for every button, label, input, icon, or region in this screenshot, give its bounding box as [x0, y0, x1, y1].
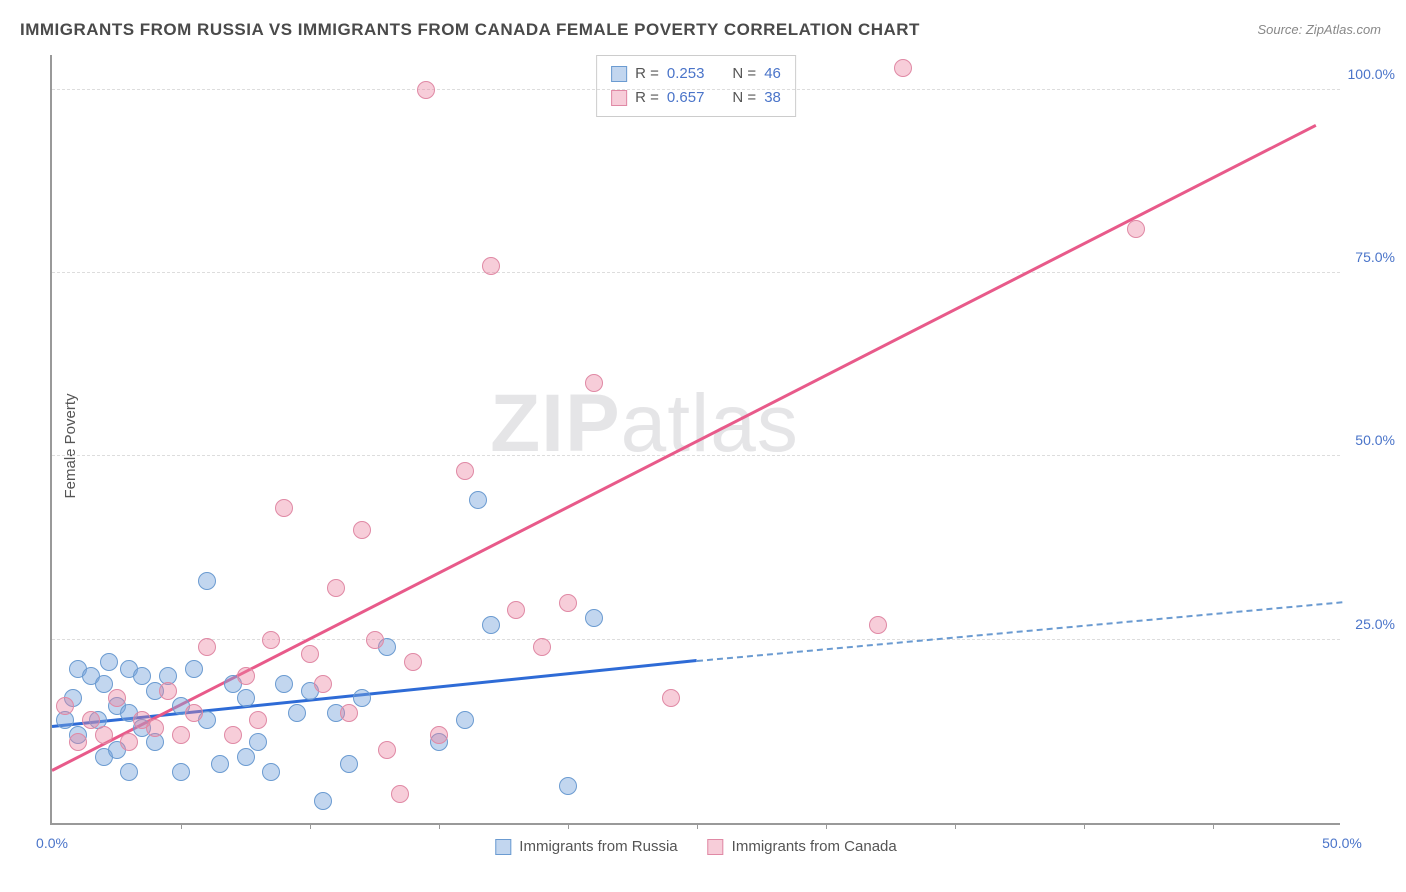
chart-title: IMMIGRANTS FROM RUSSIA VS IMMIGRANTS FRO…	[20, 20, 920, 40]
x-tick	[439, 823, 440, 829]
scatter-point	[662, 689, 680, 707]
y-tick-label: 50.0%	[1355, 432, 1395, 448]
scatter-point	[353, 689, 371, 707]
scatter-point	[585, 374, 603, 392]
legend-r-label: R =	[635, 62, 659, 86]
gridline-h	[52, 89, 1340, 90]
x-tick	[568, 823, 569, 829]
scatter-point	[391, 785, 409, 803]
scatter-point	[469, 491, 487, 509]
scatter-point	[95, 675, 113, 693]
scatter-point	[56, 697, 74, 715]
scatter-point	[159, 682, 177, 700]
scatter-point	[172, 763, 190, 781]
scatter-point	[430, 726, 448, 744]
scatter-point	[100, 653, 118, 671]
scatter-point	[237, 748, 255, 766]
scatter-point	[482, 257, 500, 275]
scatter-point	[894, 59, 912, 77]
gridline-h	[52, 455, 1340, 456]
legend-item: Immigrants from Russia	[495, 838, 677, 855]
scatter-point	[869, 616, 887, 634]
scatter-point	[327, 579, 345, 597]
watermark: ZIPatlas	[490, 377, 799, 471]
scatter-point	[224, 726, 242, 744]
x-tick	[826, 823, 827, 829]
scatter-point	[185, 704, 203, 722]
scatter-point	[559, 594, 577, 612]
scatter-point	[237, 667, 255, 685]
x-tick	[1213, 823, 1214, 829]
scatter-point	[340, 704, 358, 722]
scatter-point	[507, 601, 525, 619]
scatter-point	[353, 521, 371, 539]
scatter-point	[301, 645, 319, 663]
scatter-point	[404, 653, 422, 671]
x-tick	[181, 823, 182, 829]
scatter-point	[249, 733, 267, 751]
legend-n-label: N =	[732, 62, 756, 86]
scatter-point	[146, 719, 164, 737]
x-tick-label: 0.0%	[36, 835, 68, 851]
legend-row: R = 0.253 N = 46	[611, 62, 781, 86]
scatter-point	[275, 675, 293, 693]
legend-item: Immigrants from Canada	[708, 838, 897, 855]
scatter-point	[1127, 220, 1145, 238]
scatter-point	[533, 638, 551, 656]
scatter-point	[262, 763, 280, 781]
trend-line	[697, 601, 1342, 662]
scatter-point	[288, 704, 306, 722]
scatter-point	[69, 733, 87, 751]
scatter-point	[275, 499, 293, 517]
scatter-point	[559, 777, 577, 795]
scatter-point	[378, 741, 396, 759]
legend-n-value: 46	[764, 62, 781, 86]
legend-label: Immigrants from Canada	[732, 838, 897, 855]
scatter-point	[340, 755, 358, 773]
gridline-h	[52, 639, 1340, 640]
scatter-point	[417, 81, 435, 99]
y-tick-label: 25.0%	[1355, 616, 1395, 632]
legend-swatch	[611, 90, 627, 106]
chart-plot-area: ZIPatlas R =0.253N =46R =0.657N =38 Immi…	[50, 55, 1340, 825]
scatter-point	[585, 609, 603, 627]
legend-swatch	[708, 839, 724, 855]
x-tick	[697, 823, 698, 829]
scatter-point	[108, 689, 126, 707]
scatter-point	[211, 755, 229, 773]
x-tick	[310, 823, 311, 829]
scatter-point	[198, 572, 216, 590]
x-tick-label: 50.0%	[1322, 835, 1362, 851]
scatter-point	[120, 733, 138, 751]
y-tick-label: 100.0%	[1348, 66, 1395, 82]
scatter-point	[172, 726, 190, 744]
x-tick	[955, 823, 956, 829]
scatter-point	[95, 726, 113, 744]
scatter-point	[314, 675, 332, 693]
scatter-point	[237, 689, 255, 707]
y-tick-label: 75.0%	[1355, 249, 1395, 265]
legend-label: Immigrants from Russia	[519, 838, 677, 855]
source-label: Source: ZipAtlas.com	[1257, 22, 1381, 37]
legend-r-value: 0.253	[667, 62, 705, 86]
scatter-point	[198, 638, 216, 656]
scatter-point	[262, 631, 280, 649]
scatter-point	[82, 711, 100, 729]
scatter-point	[120, 763, 138, 781]
scatter-point	[133, 667, 151, 685]
scatter-point	[249, 711, 267, 729]
scatter-point	[456, 462, 474, 480]
scatter-point	[456, 711, 474, 729]
x-tick	[1084, 823, 1085, 829]
scatter-point	[314, 792, 332, 810]
scatter-point	[482, 616, 500, 634]
scatter-point	[185, 660, 203, 678]
series-legend: Immigrants from Russia Immigrants from Ca…	[495, 838, 896, 855]
legend-swatch	[495, 839, 511, 855]
gridline-h	[52, 272, 1340, 273]
legend-swatch	[611, 66, 627, 82]
scatter-point	[366, 631, 384, 649]
correlation-legend: R =0.253N =46R =0.657N =38	[596, 55, 796, 117]
